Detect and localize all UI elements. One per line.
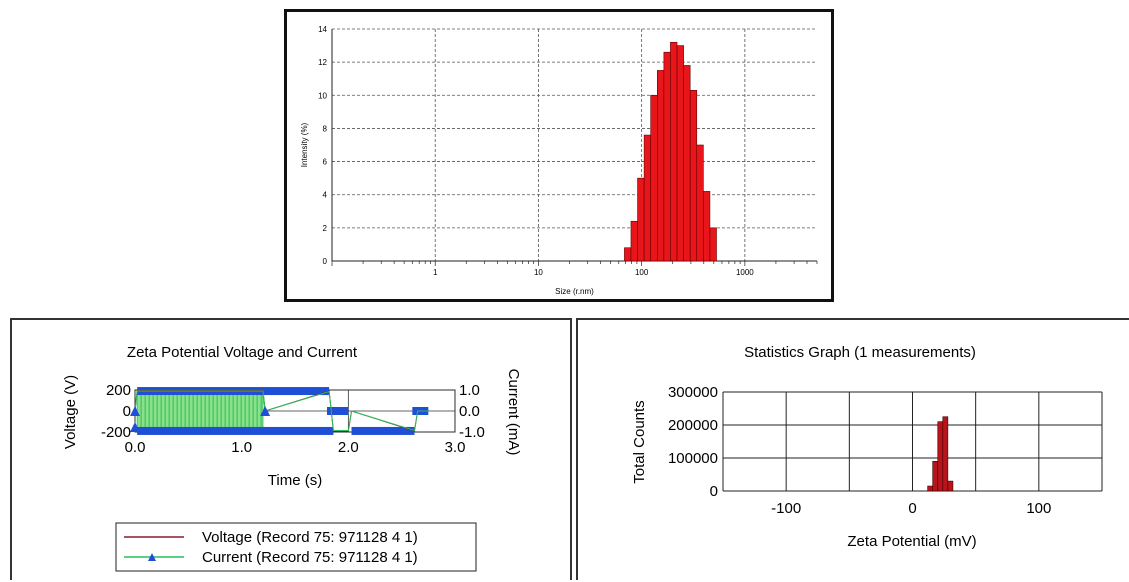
histogram-bar (942, 416, 949, 492)
legend-label-current: Current (Record 75: 971128 4 1) (202, 549, 418, 566)
histogram-bar (709, 227, 717, 262)
y-tick-label-right: 0.0 (459, 403, 480, 420)
legend-label-voltage: Voltage (Record 75: 971128 4 1) (202, 529, 418, 546)
series-line-current (134, 390, 429, 432)
histogram-bar (683, 65, 691, 262)
y-tick-label-left: 200 (106, 382, 131, 399)
x-tick-label: 2.0 (338, 439, 359, 456)
histogram-bar (703, 191, 711, 262)
x-tick-label: 0.0 (125, 439, 146, 456)
y-tick-label-left: -200 (101, 424, 131, 441)
current-marker-band (351, 426, 415, 435)
x-tick-label: 1.0 (231, 439, 252, 456)
x-tick-label: 100 (635, 268, 649, 277)
histogram-bar (670, 41, 678, 262)
y-tick-label: 2 (323, 224, 328, 233)
histogram-bar (689, 90, 698, 262)
legend-box (115, 522, 477, 572)
legend-marker-current (148, 553, 156, 561)
y-tick-label: 6 (323, 158, 328, 167)
y-tick-label: 100000 (668, 450, 718, 467)
current-marker (130, 421, 140, 432)
histogram-bar (696, 144, 704, 262)
histogram-bar (947, 480, 954, 492)
current-marker-band (327, 407, 349, 415)
y-tick-label: 10 (318, 91, 327, 100)
histogram-bar (937, 421, 944, 492)
current-marker (130, 406, 140, 416)
histogram-bar (630, 220, 638, 262)
y-tick-label-right: 1.0 (459, 382, 480, 399)
x-tick-label: -100 (771, 500, 801, 517)
chart-title: Zeta Potential Voltage and Current (127, 344, 358, 361)
zeta-voltage-current-chart: Zeta Potential Voltage and Current 0.0 1.0… (62, 344, 522, 572)
current-marker-band (137, 426, 263, 435)
x-tick-label: 1 (433, 268, 438, 277)
statistics-graph-panel: Statistics Graph (1 measurements) 0 100000… (576, 318, 1129, 580)
x-axis-label: Zeta Potential (mV) (847, 533, 976, 550)
y-axis-label: Intensity (%) (300, 122, 309, 167)
histogram-bar (656, 70, 665, 262)
y-tick-label: 300000 (668, 384, 718, 401)
y-tick-label-right: -1.0 (459, 424, 485, 441)
histogram-bar (624, 247, 632, 262)
histogram-bar (643, 134, 652, 262)
histogram-bar (637, 177, 645, 262)
x-tick-label: 10 (534, 268, 543, 277)
y-tick-label: 4 (323, 191, 328, 200)
current-marker-band (263, 426, 334, 435)
histogram-bar (663, 51, 671, 262)
size-distribution-panel: 0 2 4 6 8 10 12 14 1 10 100 1000 Size (r.nm) Intensit… (284, 9, 834, 302)
histogram-bar (927, 485, 934, 492)
zeta-voltage-current-panel: Zeta Potential Voltage and Current 0.0 1.0… (10, 318, 572, 580)
x-tick-label: 100 (1026, 500, 1051, 517)
y-axis-label-right: Current (mA) (505, 369, 522, 456)
y-tick-label: 8 (323, 124, 328, 133)
y-tick-label: 12 (318, 58, 327, 67)
histogram-bar (650, 94, 658, 262)
y-axis-label: Total Counts (631, 400, 648, 483)
x-tick-label: 1000 (736, 268, 754, 277)
x-axis-label: Time (s) (268, 472, 322, 489)
y-tick-label: 0 (710, 483, 718, 500)
histogram-bar (676, 45, 684, 262)
y-axis-label-left: Voltage (V) (62, 375, 79, 449)
current-marker (260, 406, 271, 416)
x-tick-label: 0 (908, 500, 916, 517)
histogram-bar (932, 461, 939, 492)
x-axis-label: Size (r.nm) (555, 287, 594, 296)
size-distribution-chart: 0 2 4 6 8 10 12 14 1 10 100 1000 Size (r.nm) Intensit… (300, 25, 818, 296)
y-tick-label: 200000 (668, 417, 718, 434)
chart-title: Statistics Graph (1 measurements) (744, 344, 976, 361)
y-tick-label: 0 (323, 257, 328, 266)
y-tick-label: 14 (318, 25, 327, 34)
alternating-field-block (136, 390, 264, 432)
x-tick-label: 3.0 (445, 439, 466, 456)
statistics-graph-chart: Statistics Graph (1 measurements) 0 100000… (631, 344, 1103, 550)
y-tick-label-left: 0 (123, 403, 131, 420)
